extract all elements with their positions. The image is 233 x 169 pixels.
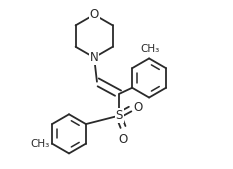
Text: O: O bbox=[118, 132, 128, 146]
Text: CH₃: CH₃ bbox=[140, 44, 160, 54]
Text: O: O bbox=[89, 8, 99, 21]
Text: S: S bbox=[116, 109, 123, 122]
Text: CH₃: CH₃ bbox=[30, 139, 49, 149]
Text: O: O bbox=[134, 101, 143, 114]
Text: N: N bbox=[90, 51, 99, 64]
